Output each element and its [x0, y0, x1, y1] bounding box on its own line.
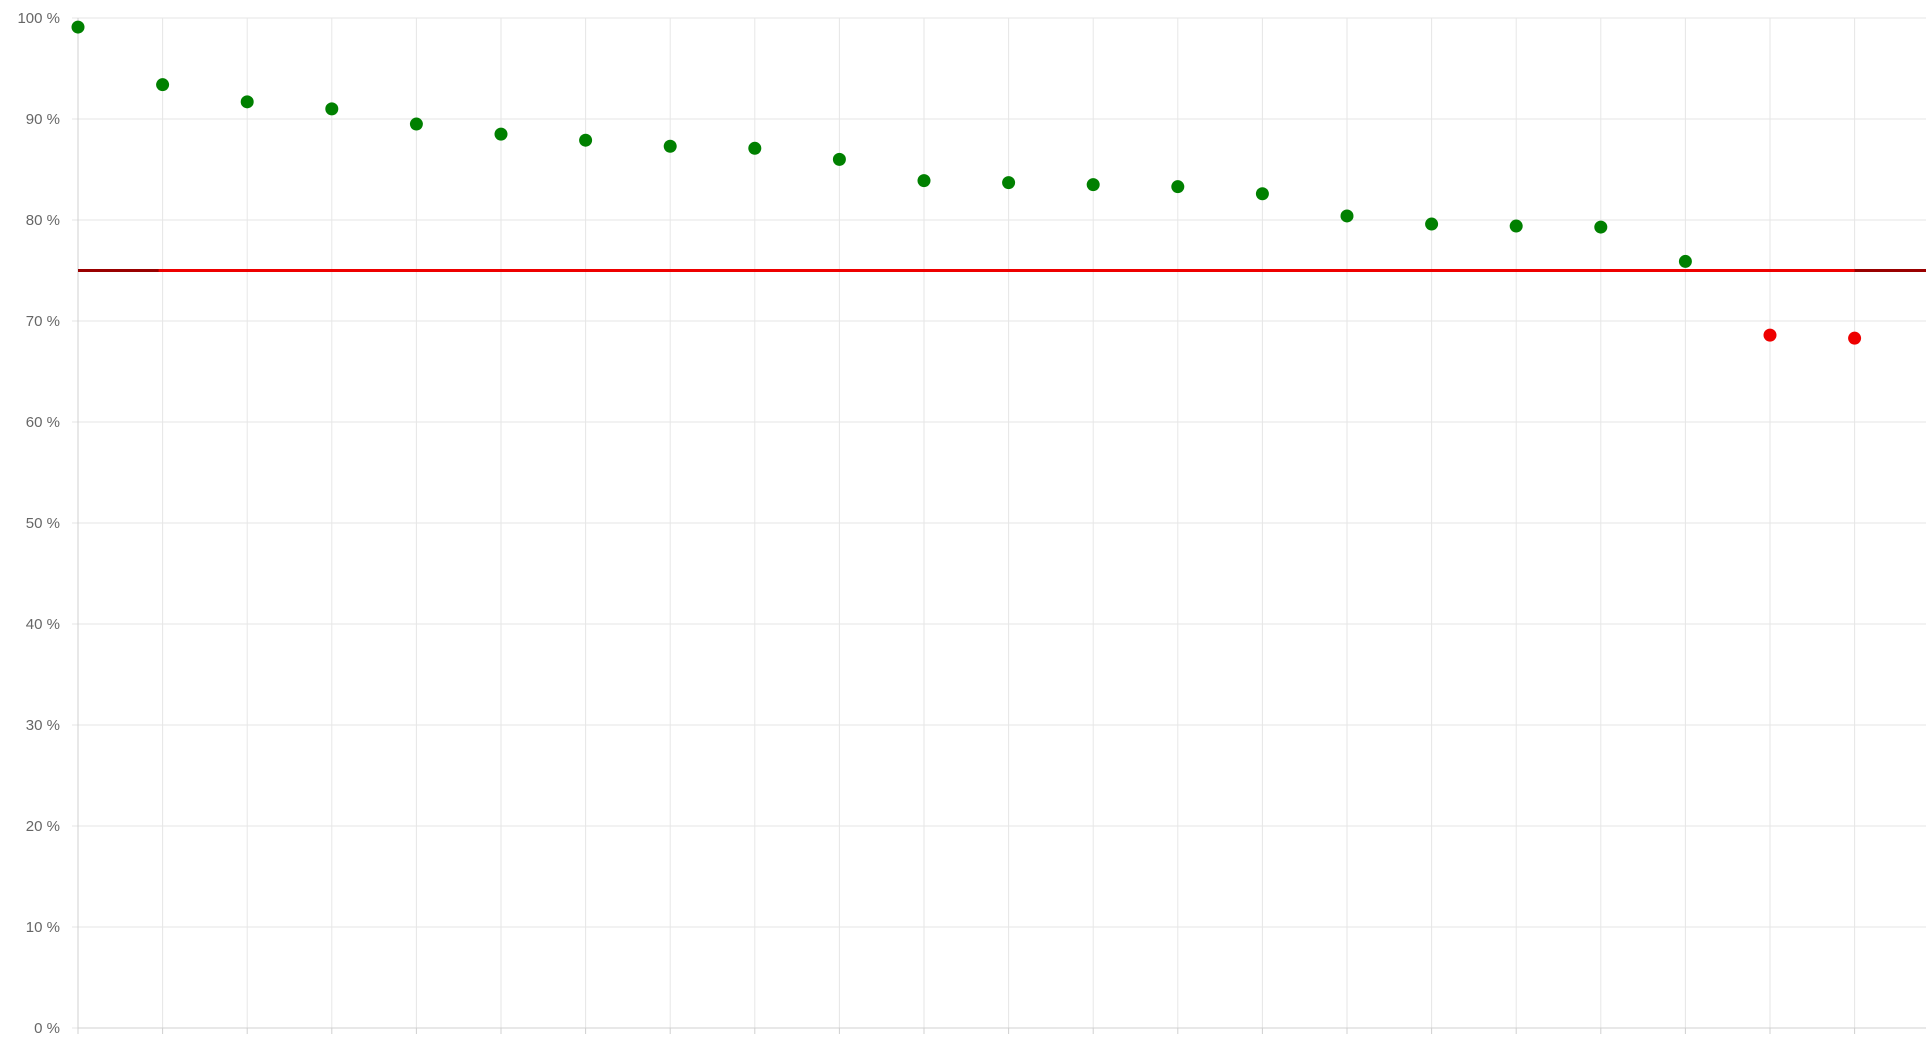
data-point — [1340, 209, 1354, 223]
data-point — [663, 139, 677, 153]
data-point — [917, 174, 931, 188]
data-point — [1002, 176, 1016, 190]
y-tick-label: 60 % — [26, 414, 60, 431]
axes: 0 % 10 % 20 % 30 % 40 % 50 % 60 % 70 % 80 % 90 % 1… — [17, 10, 1926, 1037]
data-point — [1086, 178, 1100, 192]
y-tick-label: 0 % — [34, 1020, 60, 1035]
y-tick-label: 90 % — [26, 111, 60, 128]
data-point — [579, 133, 593, 147]
data-point — [1763, 328, 1777, 342]
data-point — [832, 152, 846, 166]
data-point — [240, 95, 254, 109]
data-point — [1425, 217, 1439, 231]
data-point — [1171, 180, 1185, 194]
data-points — [71, 20, 1862, 345]
y-tick-label: 50 % — [26, 515, 60, 532]
data-point — [494, 127, 508, 141]
y-tick-label: 10 % — [26, 919, 60, 936]
grid — [72, 17, 1926, 1029]
data-point — [1848, 331, 1862, 345]
data-point — [71, 20, 85, 34]
y-tick-label: 30 % — [26, 717, 60, 734]
data-point — [748, 141, 762, 155]
data-point — [1678, 254, 1692, 268]
data-point — [1255, 187, 1269, 201]
data-point — [409, 117, 423, 131]
data-point — [325, 102, 339, 116]
y-tick-label: 100 % — [17, 10, 60, 27]
y-tick-label: 40 % — [26, 616, 60, 633]
data-point — [1509, 219, 1523, 233]
y-tick-label: 70 % — [26, 313, 60, 330]
data-point — [156, 78, 170, 92]
data-point — [1594, 220, 1608, 234]
y-tick-label: 20 % — [26, 818, 60, 835]
y-tick-label: 80 % — [26, 212, 60, 229]
